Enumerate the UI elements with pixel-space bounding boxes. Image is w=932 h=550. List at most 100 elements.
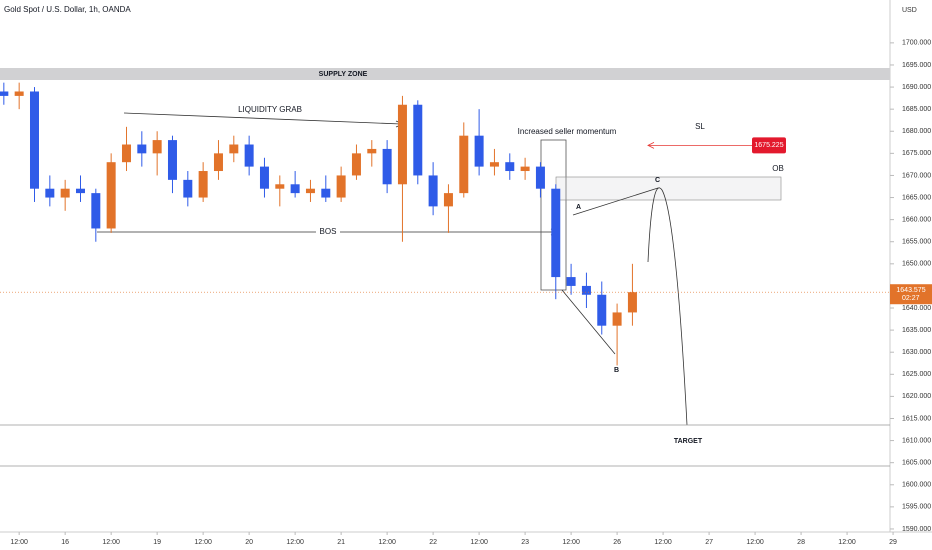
- currency: USD: [902, 7, 917, 14]
- x-tick-label: 29: [889, 539, 897, 546]
- candle-body: [612, 312, 622, 326]
- x-tick-label: 12:00: [10, 539, 28, 546]
- x-tick-label: 12:00: [378, 539, 396, 546]
- candle-body: [382, 148, 392, 185]
- y-tick-label: 1600.000: [902, 482, 931, 489]
- candle-body: [367, 148, 377, 154]
- candle-body: [581, 285, 591, 295]
- y-tick-label: 1590.000: [902, 526, 931, 533]
- sl-price-label: 1675.225: [754, 142, 783, 149]
- candle-body: [29, 91, 39, 189]
- point-c: C: [655, 177, 660, 184]
- countdown: 02:27: [902, 295, 920, 302]
- x-tick-label: 12:00: [102, 539, 120, 546]
- x-tick-label: 21: [337, 539, 345, 546]
- y-tick-label: 1650.000: [902, 261, 931, 268]
- y-tick-label: 1665.000: [902, 194, 931, 201]
- last-price-label: 1643.575: [896, 287, 925, 294]
- candle-body: [443, 193, 453, 207]
- x-tick-label: 12:00: [562, 539, 580, 546]
- candle-body: [597, 294, 607, 326]
- candle-body: [45, 188, 55, 198]
- candle-body: [75, 188, 85, 194]
- x-tick-label: 20: [245, 539, 253, 546]
- y-tick-label: 1675.000: [902, 150, 931, 157]
- candle-body: [137, 144, 147, 154]
- last-price-box: [890, 284, 932, 305]
- candle-body: [167, 140, 177, 180]
- y-tick-label: 1685.000: [902, 106, 931, 113]
- liquidity-label: LIQUIDITY GRAB: [238, 105, 302, 114]
- y-tick-label: 1610.000: [902, 437, 931, 444]
- y-tick-label: 1655.000: [902, 239, 931, 246]
- supply-zone: [0, 68, 890, 80]
- candle-body: [213, 153, 223, 172]
- candle-body: [152, 140, 162, 154]
- y-tick-label: 1640.000: [902, 305, 931, 312]
- y-tick-label: 1625.000: [902, 371, 931, 378]
- x-tick-label: 16: [61, 539, 69, 546]
- x-tick-label: 28: [797, 539, 805, 546]
- y-tick-label: 1670.000: [902, 172, 931, 179]
- supply-label: SUPPLY ZONE: [319, 71, 368, 78]
- x-tick-label: 12:00: [654, 539, 672, 546]
- x-tick-label: 12:00: [470, 539, 488, 546]
- momentum-label: Increased seller momentum: [518, 127, 617, 136]
- ob-label: OB: [772, 164, 784, 173]
- candle-body: [474, 135, 484, 167]
- point-a: A: [576, 204, 581, 211]
- candle-body: [305, 188, 315, 194]
- candle-body: [0, 91, 9, 96]
- x-tick-label: 27: [705, 539, 713, 546]
- candle-body: [551, 188, 561, 278]
- candle-body: [198, 171, 208, 198]
- x-tick-label: 22: [429, 539, 437, 546]
- candle-body: [505, 162, 515, 172]
- y-tick-label: 1660.000: [902, 216, 931, 223]
- y-tick-label: 1680.000: [902, 128, 931, 135]
- candle-body: [229, 144, 239, 154]
- candle-body: [535, 166, 545, 189]
- y-tick-label: 1700.000: [902, 40, 931, 47]
- candle-body: [413, 104, 423, 176]
- x-tick-label: 23: [521, 539, 529, 546]
- candle-body: [351, 153, 361, 176]
- bos-label: BOS: [320, 227, 337, 236]
- projection-curve: [647, 187, 688, 426]
- candle-body: [428, 175, 438, 207]
- liquidity-line: [123, 112, 402, 125]
- sl-label: SL: [695, 122, 705, 131]
- candle-body: [290, 184, 300, 194]
- y-tick-label: 1620.000: [902, 393, 931, 400]
- leg-b: [561, 289, 616, 355]
- y-tick-label: 1695.000: [902, 62, 931, 69]
- momentum-box: [540, 139, 567, 291]
- candle-body: [91, 193, 101, 229]
- candle-body: [60, 188, 70, 198]
- bos-bg: [316, 226, 340, 238]
- x-tick-label: 12:00: [286, 539, 304, 546]
- candle-body: [121, 144, 131, 163]
- candle-body: [275, 184, 285, 189]
- sl-arrow: [647, 141, 655, 149]
- candle-body: [489, 162, 499, 167]
- y-tick-label: 1595.000: [902, 504, 931, 511]
- ob-zone: [555, 176, 782, 201]
- candle-body: [183, 179, 193, 198]
- candle-body: [397, 104, 407, 185]
- chart-title: Gold Spot / U.S. Dollar, 1h, OANDA: [4, 5, 131, 14]
- candle-body: [627, 292, 637, 313]
- candle-body: [520, 166, 530, 172]
- candle-body: [321, 188, 331, 198]
- x-tick-label: 12:00: [746, 539, 764, 546]
- candle-body: [336, 175, 346, 198]
- y-tick-label: 1615.000: [902, 415, 931, 422]
- candle-body: [106, 162, 116, 229]
- candle-body: [259, 166, 269, 189]
- y-tick-label: 1605.000: [902, 460, 931, 467]
- x-tick-label: 26: [613, 539, 621, 546]
- y-tick-label: 1690.000: [902, 84, 931, 91]
